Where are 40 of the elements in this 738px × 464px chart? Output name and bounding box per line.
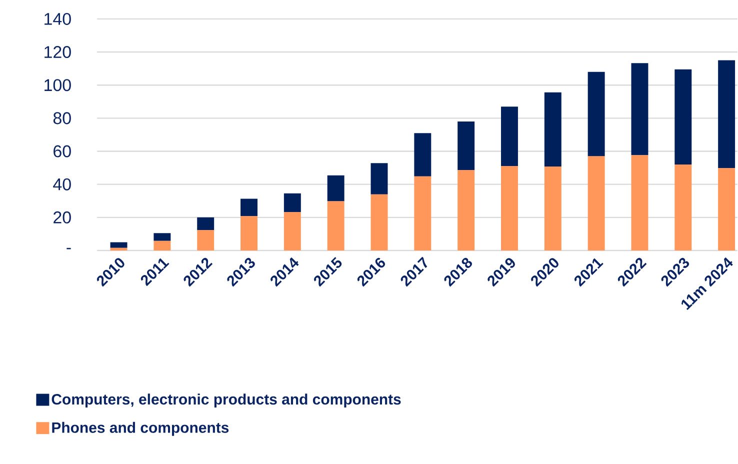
bar bbox=[588, 72, 605, 156]
bar bbox=[327, 175, 344, 202]
bar bbox=[588, 156, 605, 250]
bar bbox=[501, 166, 518, 250]
bar bbox=[110, 248, 128, 250]
y-tick-label: 40 bbox=[53, 178, 71, 190]
bar bbox=[631, 63, 648, 156]
bar bbox=[327, 201, 344, 250]
y-tick-label: 100 bbox=[44, 79, 71, 92]
bar bbox=[240, 198, 258, 216]
bar bbox=[197, 217, 214, 230]
bar bbox=[110, 242, 128, 248]
bar bbox=[458, 121, 475, 170]
bar bbox=[154, 240, 171, 250]
bar bbox=[674, 164, 692, 250]
bar bbox=[154, 233, 171, 241]
y-tick-label: 120 bbox=[44, 46, 71, 58]
bar bbox=[414, 176, 432, 250]
y-tick-label: 60 bbox=[54, 145, 71, 158]
bar bbox=[197, 230, 214, 250]
bar bbox=[501, 106, 518, 166]
y-tick-label: - bbox=[66, 248, 71, 250]
bar bbox=[240, 216, 258, 250]
legend-label: Phones and components bbox=[52, 422, 229, 436]
bar bbox=[458, 170, 475, 250]
bar bbox=[631, 155, 648, 250]
bar bbox=[284, 193, 301, 212]
y-tick-label: 80 bbox=[53, 112, 71, 124]
bar bbox=[718, 60, 736, 168]
bar bbox=[718, 168, 736, 250]
bar bbox=[674, 69, 692, 164]
bar bbox=[544, 166, 562, 250]
bar bbox=[370, 194, 388, 250]
bar bbox=[370, 163, 388, 194]
bar bbox=[544, 92, 562, 166]
bar bbox=[414, 133, 432, 176]
legend-label: Computers, electronic products and components bbox=[52, 394, 401, 408]
y-tick-label: 140 bbox=[44, 12, 71, 25]
bar bbox=[284, 212, 301, 250]
y-tick-label: 20 bbox=[54, 211, 71, 224]
